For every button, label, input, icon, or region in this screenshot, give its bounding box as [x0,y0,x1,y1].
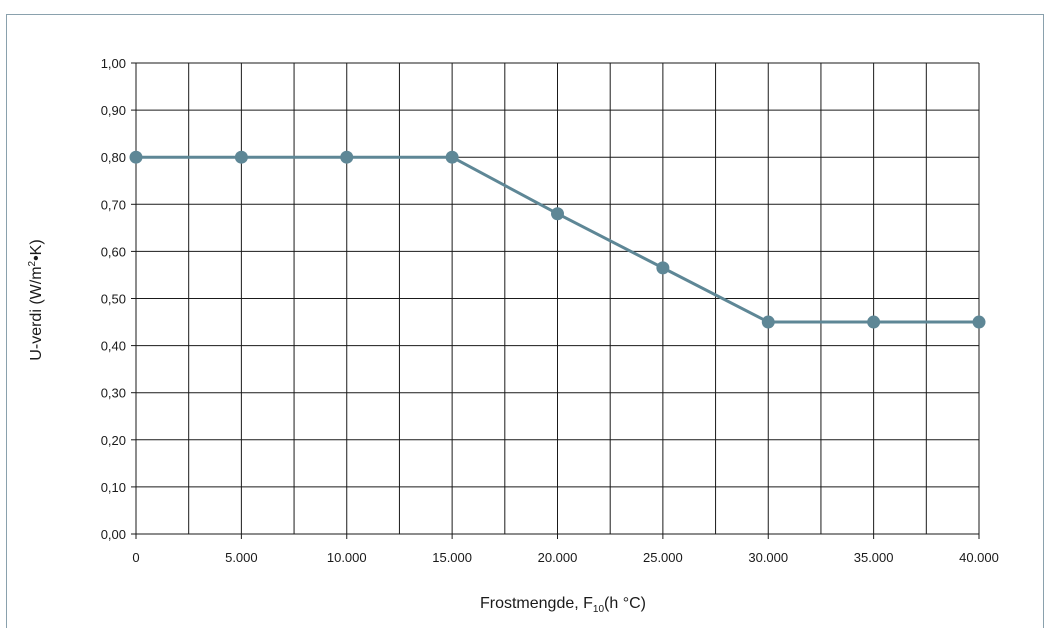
data-point [234,150,248,164]
y-axis-title-main: U-verdi (W/m [28,266,45,360]
y-axis-title: U-verdi (W/m2•K) [27,239,45,360]
y-tick-label: 1,00 [101,56,126,71]
grid [131,62,980,539]
x-tick-label: 35.000 [854,550,894,565]
y-tick-label: 0,20 [101,433,126,448]
y-axis-title-unit: •K) [28,239,45,261]
x-tick-label: 30.000 [748,550,788,565]
y-axis-title-superscript: 2 [27,260,38,266]
y-tick-label: 0,10 [101,480,126,495]
x-axis-title: Frostmengde, F10(h °C) [480,595,646,615]
series-layer [129,150,986,329]
y-tick-label: 0,90 [101,103,126,118]
y-tick-labels: 0,00 0,10 0,20 0,30 0,40 0,50 0,60 0,70 0,80 0,90… [101,56,126,542]
data-point [656,261,670,275]
y-tick-label: 0,00 [101,527,126,542]
x-tick-label: 5.000 [225,550,258,565]
x-axis-title-unit: (h °C) [604,595,646,612]
x-tick-label: 20.000 [538,550,578,565]
data-point [445,150,459,164]
x-tick-label: 0 [132,550,139,565]
x-axis-title-main: Frostmengde, F [480,595,593,612]
data-point [761,315,775,329]
y-tick-label: 0,40 [101,339,126,354]
x-tick-label: 25.000 [643,550,683,565]
y-tick-label: 0,50 [101,292,126,307]
y-tick-label: 0,30 [101,386,126,401]
x-tick-label: 15.000 [432,550,472,565]
y-tick-label: 0,60 [101,244,126,259]
data-point [972,315,986,329]
x-axis-title-subscript: 10 [593,604,605,615]
data-point [129,150,143,164]
y-tick-label: 0,80 [101,150,126,165]
x-tick-label: 40.000 [959,550,999,565]
chart-frame [6,14,1044,628]
x-tick-label: 10.000 [327,550,367,565]
data-point [551,207,564,221]
y-tick-label: 0,70 [101,197,126,212]
x-tick-labels: 0 5.000 10.000 15.000 20.000 25.000 30.000 35.0… [132,550,999,565]
data-point [340,150,354,164]
data-point [867,315,881,329]
